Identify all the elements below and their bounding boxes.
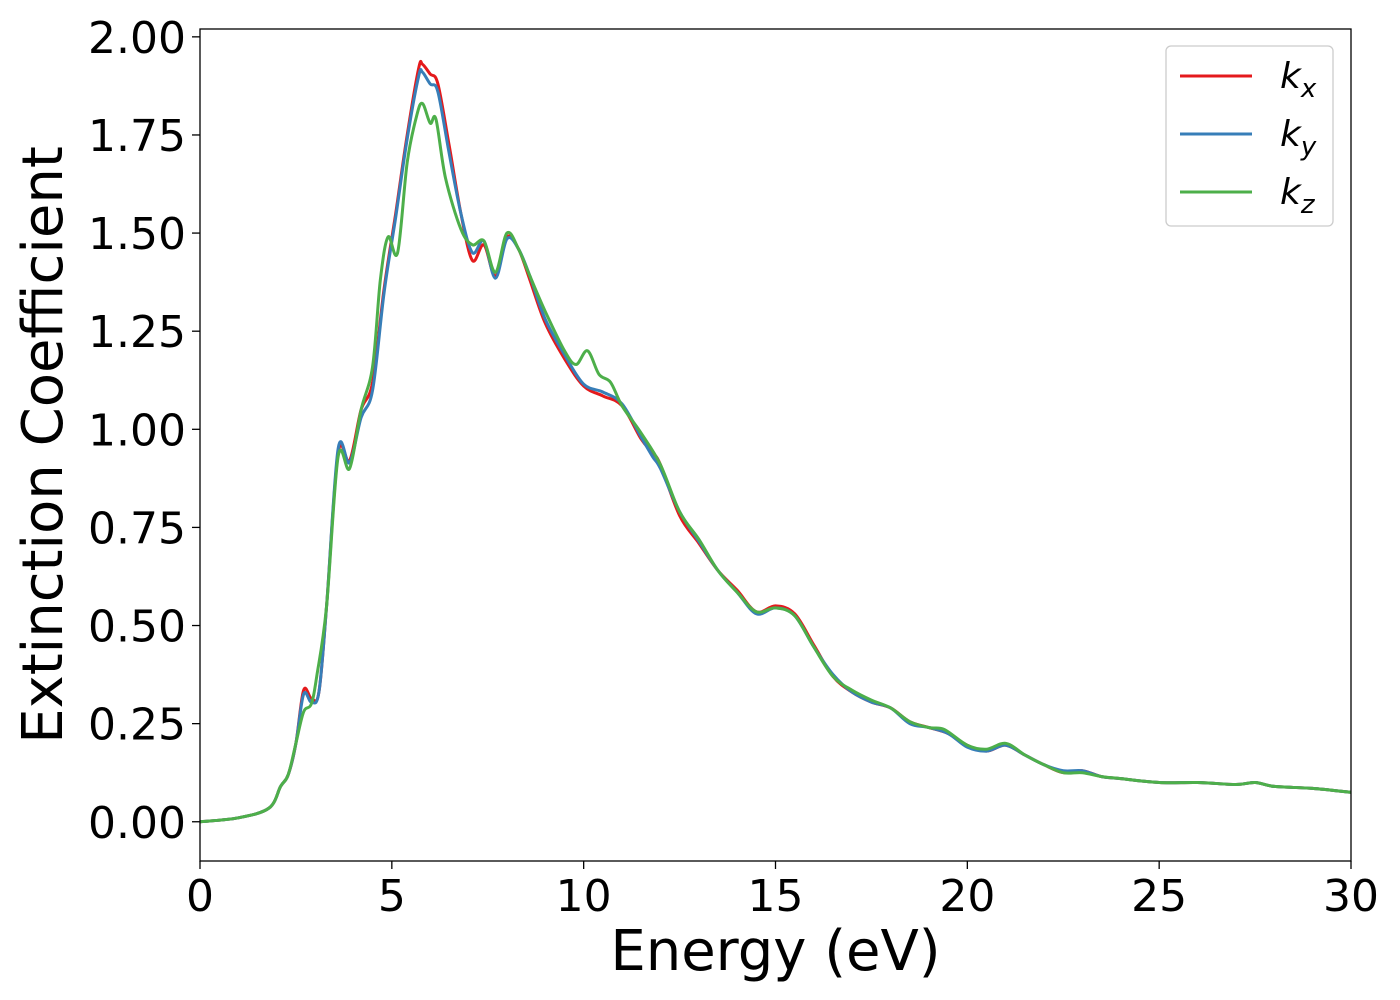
legend-box: [1165, 45, 1334, 227]
y-axis-label: Extinction Coefficient: [11, 146, 76, 744]
x-tick-label: 15: [748, 871, 804, 922]
legend-label-z: kz: [1280, 172, 1316, 220]
y-tick-label: 1.75: [88, 111, 186, 162]
x-axis-label: Energy (eV): [610, 919, 940, 984]
legend: kx ky kz: [1165, 45, 1334, 227]
legend-label-x: kx: [1280, 56, 1317, 104]
y-tick-label: 0.00: [88, 798, 186, 849]
x-tick-label: 30: [1323, 871, 1379, 922]
y-tick-label: 0.25: [88, 700, 186, 751]
x-tick-label: 25: [1131, 871, 1187, 922]
y-tick-label: 0.50: [88, 602, 186, 653]
x-tick-label: 10: [556, 871, 612, 922]
x-tick-label: 0: [186, 871, 214, 922]
y-tick-label: 1.25: [88, 307, 186, 358]
legend-label-y: ky: [1280, 114, 1317, 162]
y-tick-label: 1.50: [88, 209, 186, 260]
y-tick-label: 0.75: [88, 503, 186, 554]
y-tick-label: 1.00: [88, 405, 186, 456]
x-tick-label: 20: [939, 871, 995, 922]
axes-layer: 0 5 10 15 20 25 30 0.00 0.25 0.50 0.75 1.00 1.25 1.50…: [88, 13, 1379, 922]
series-layer: [200, 59, 1351, 824]
x-tick-label: 5: [378, 871, 406, 922]
y-tick-label: 2.00: [88, 13, 186, 64]
series-line-z: [200, 101, 1351, 824]
